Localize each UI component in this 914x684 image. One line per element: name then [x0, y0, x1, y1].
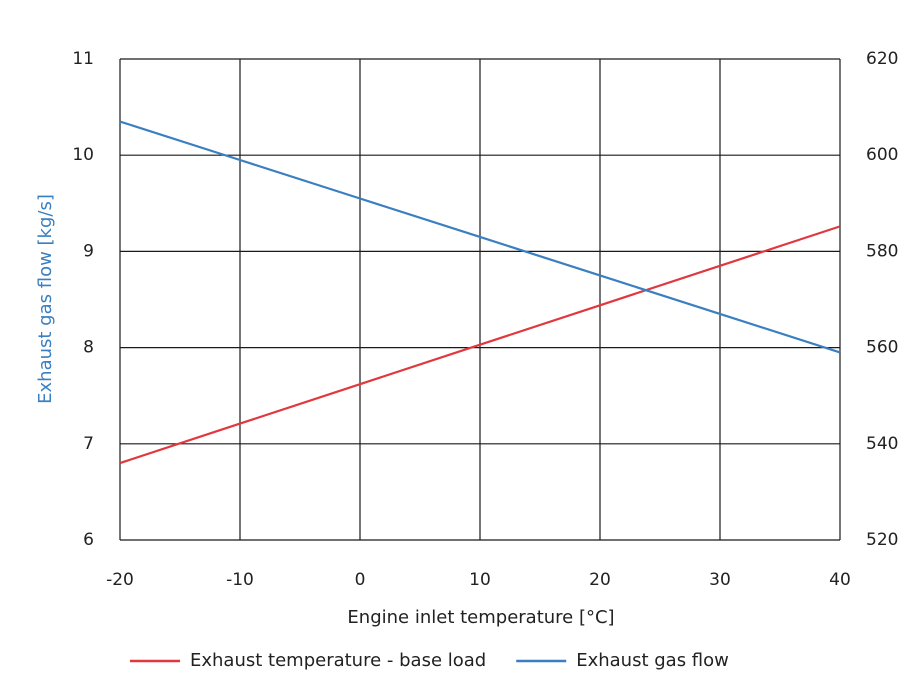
y-tick-label: 6: [83, 530, 94, 550]
x-tick-label: 10: [469, 570, 491, 590]
y-tick-label: 8: [83, 338, 94, 358]
y-axis-label: Exhaust gas flow [kg/s]: [35, 194, 56, 404]
y-tick-label: 7: [83, 434, 94, 454]
y2-tick-label: 560: [866, 338, 898, 358]
x-tick-label: 20: [589, 570, 611, 590]
data-line: [119, 225, 841, 465]
legend-label: Exhaust gas flow: [576, 650, 729, 671]
x-axis-label: Engine inlet temperature [°C]: [347, 607, 614, 628]
data-line: [119, 120, 841, 354]
y-tick-label: 9: [83, 241, 94, 261]
y2-tick-label: 520: [866, 530, 898, 550]
x-tick-label: -10: [226, 570, 254, 590]
y-tick-label: 10: [72, 145, 94, 165]
y2-tick-label: 620: [866, 49, 898, 69]
x-tick-label: 0: [355, 570, 366, 590]
y-tick-label: 11: [72, 49, 94, 69]
y2-tick-label: 600: [866, 145, 898, 165]
legend-label: Exhaust temperature - base load: [190, 650, 486, 671]
y2-tick-label: 540: [866, 434, 898, 454]
x-tick-label: 30: [709, 570, 731, 590]
x-tick-label: -20: [106, 570, 134, 590]
x-tick-label: 40: [829, 570, 851, 590]
y2-tick-label: 580: [866, 241, 898, 261]
